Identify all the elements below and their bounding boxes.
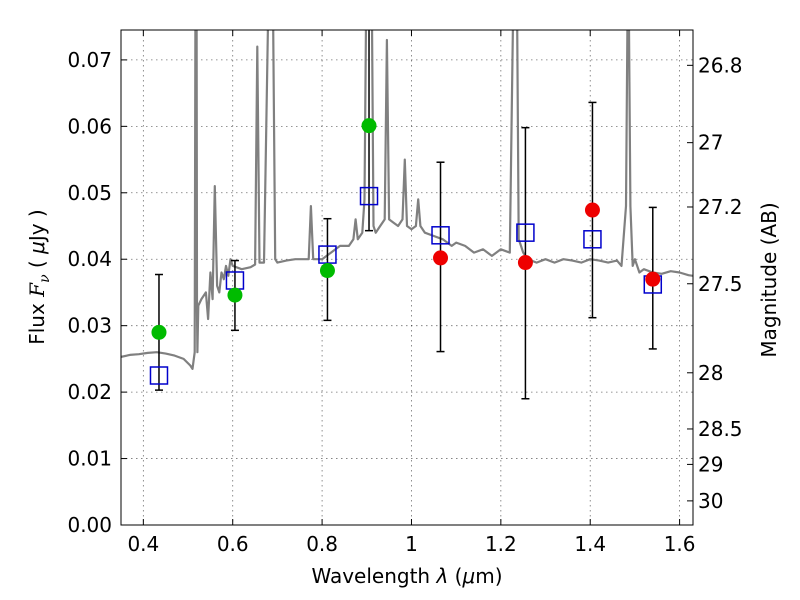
observed-point xyxy=(517,255,533,271)
y-axis-label: Flux Fν ( μJy ) xyxy=(25,209,53,345)
y-tick-label: 0.07 xyxy=(67,48,112,72)
spectrum-layer xyxy=(121,30,693,370)
y-tick-label: 0.05 xyxy=(67,181,112,205)
plot-background xyxy=(121,30,693,525)
x-tick-label: 0.8 xyxy=(306,532,338,556)
x-tick-label: 1.4 xyxy=(574,532,606,556)
y-tick-label: 0.06 xyxy=(67,114,112,138)
x-tick-label: 1 xyxy=(405,532,418,556)
observed-point xyxy=(227,287,243,303)
y2-axis-label: Magnitude (AB) xyxy=(757,202,781,357)
y2-tick-label: 30 xyxy=(698,489,723,513)
observed-point xyxy=(319,263,335,279)
marker-layer xyxy=(149,118,663,385)
observed-point xyxy=(433,250,449,266)
observed-point xyxy=(361,118,377,134)
y2-tick-label: 27.2 xyxy=(698,195,743,219)
y2-tick-label: 27.5 xyxy=(698,272,743,296)
y2-tick-label: 28 xyxy=(698,361,723,385)
y2-tick-label: 26.8 xyxy=(698,53,743,77)
x-tick-label: 1.6 xyxy=(664,532,696,556)
model-square-point xyxy=(583,230,602,249)
model-square-point xyxy=(516,223,535,242)
plot-frame xyxy=(120,29,694,526)
observed-point xyxy=(151,324,167,340)
y-tick-label: 0.00 xyxy=(67,513,112,537)
x-tick-label: 0.6 xyxy=(217,532,249,556)
observed-point xyxy=(645,271,661,287)
y-tick-label: 0.02 xyxy=(67,380,112,404)
model-square-point xyxy=(431,226,450,245)
y2-tick-label: 28.5 xyxy=(698,417,743,441)
model-square-point xyxy=(149,366,169,385)
y-tick-label: 0.01 xyxy=(67,447,112,471)
spectrum-line xyxy=(121,30,693,370)
y-tick-label: 0.03 xyxy=(67,314,112,338)
x-tick-label: 1.2 xyxy=(485,532,517,556)
x-axis-label: Wavelength λ (μm) xyxy=(311,564,502,588)
model-square-point xyxy=(359,186,379,206)
observed-point xyxy=(584,202,600,218)
y-tick-label: 0.04 xyxy=(67,247,112,271)
tick-layer: 0.4 0.6 0.8 1 1.2 1.4 1.6 0.00 0.01 0.02 0.03 0.04 0… xyxy=(67,30,743,556)
y2-tick-label: 29 xyxy=(698,452,723,476)
y2-tick-label: 27 xyxy=(698,131,723,155)
x-tick-label: 0.4 xyxy=(127,532,159,556)
